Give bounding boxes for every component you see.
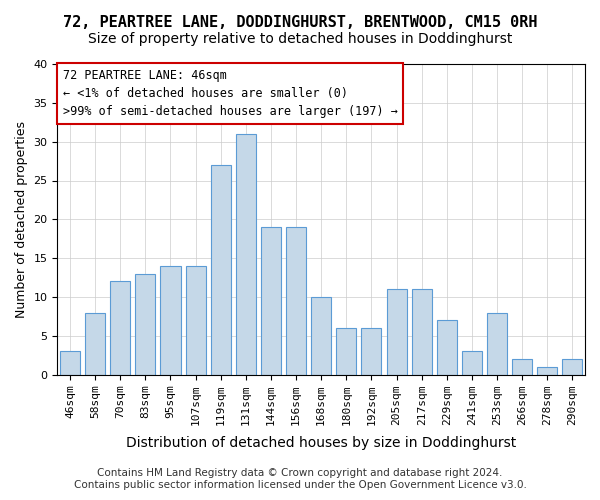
Bar: [311, 297, 331, 374]
Bar: [261, 227, 281, 374]
Bar: [185, 266, 206, 374]
Bar: [135, 274, 155, 374]
Bar: [60, 352, 80, 374]
Bar: [487, 312, 507, 374]
Text: Contains HM Land Registry data © Crown copyright and database right 2024.
Contai: Contains HM Land Registry data © Crown c…: [74, 468, 526, 490]
Bar: [462, 352, 482, 374]
Bar: [537, 367, 557, 374]
X-axis label: Distribution of detached houses by size in Doddinghurst: Distribution of detached houses by size …: [126, 436, 517, 450]
Bar: [562, 359, 583, 374]
Bar: [386, 289, 407, 374]
Y-axis label: Number of detached properties: Number of detached properties: [15, 121, 28, 318]
Bar: [110, 282, 130, 374]
Bar: [361, 328, 382, 374]
Bar: [85, 312, 105, 374]
Text: 72, PEARTREE LANE, DODDINGHURST, BRENTWOOD, CM15 0RH: 72, PEARTREE LANE, DODDINGHURST, BRENTWO…: [63, 15, 537, 30]
Bar: [437, 320, 457, 374]
Bar: [160, 266, 181, 374]
Text: Size of property relative to detached houses in Doddinghurst: Size of property relative to detached ho…: [88, 32, 512, 46]
Bar: [211, 165, 231, 374]
Bar: [286, 227, 306, 374]
Bar: [336, 328, 356, 374]
Bar: [512, 359, 532, 374]
Bar: [412, 289, 432, 374]
Text: 72 PEARTREE LANE: 46sqm
← <1% of detached houses are smaller (0)
>99% of semi-de: 72 PEARTREE LANE: 46sqm ← <1% of detache…: [62, 68, 398, 117]
Bar: [236, 134, 256, 374]
